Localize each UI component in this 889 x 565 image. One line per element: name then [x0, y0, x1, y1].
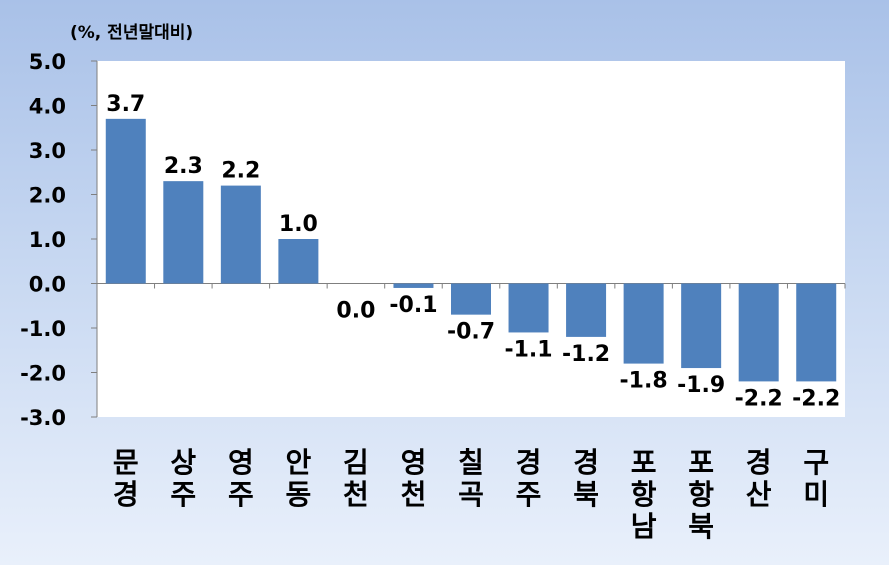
y-tick-label: -1.0: [20, 317, 66, 341]
data-label: 2.3: [164, 154, 203, 179]
y-tick-label: -2.0: [20, 362, 66, 386]
data-label: -2.2: [792, 386, 840, 411]
data-label: 0.0: [336, 299, 375, 324]
plot-area: [97, 61, 845, 417]
bar: [508, 283, 549, 333]
data-label: -2.2: [735, 386, 783, 411]
y-tick-label: 3.0: [29, 139, 66, 163]
y-tick-label: 2.0: [29, 184, 66, 208]
bar: [681, 283, 722, 369]
unit-label: (%, 전년말대비): [70, 23, 194, 43]
data-label: 2.2: [221, 159, 260, 184]
data-label: -1.9: [677, 373, 725, 398]
data-label: -0.1: [389, 293, 437, 318]
data-label: -1.2: [562, 342, 610, 367]
bar: [623, 283, 664, 364]
bar: [220, 185, 261, 284]
bar: [738, 283, 779, 382]
bar: [105, 118, 146, 284]
bar: [566, 283, 607, 337]
y-tick-label: 4.0: [29, 95, 66, 119]
data-label: -1.1: [504, 337, 552, 362]
bar: [163, 181, 204, 284]
y-tick-label: 1.0: [29, 228, 66, 252]
data-label: -0.7: [447, 320, 495, 345]
bar: [278, 239, 319, 284]
data-label: -1.8: [620, 369, 668, 394]
bar: [451, 283, 491, 315]
y-tick-label: -3.0: [20, 406, 66, 430]
bar: [796, 283, 837, 382]
y-tick-label: 0.0: [29, 273, 66, 297]
data-label: 1.0: [279, 212, 318, 237]
y-tick-label: 5.0: [29, 50, 66, 74]
data-label: 3.7: [106, 92, 145, 117]
bar: [393, 283, 434, 288]
